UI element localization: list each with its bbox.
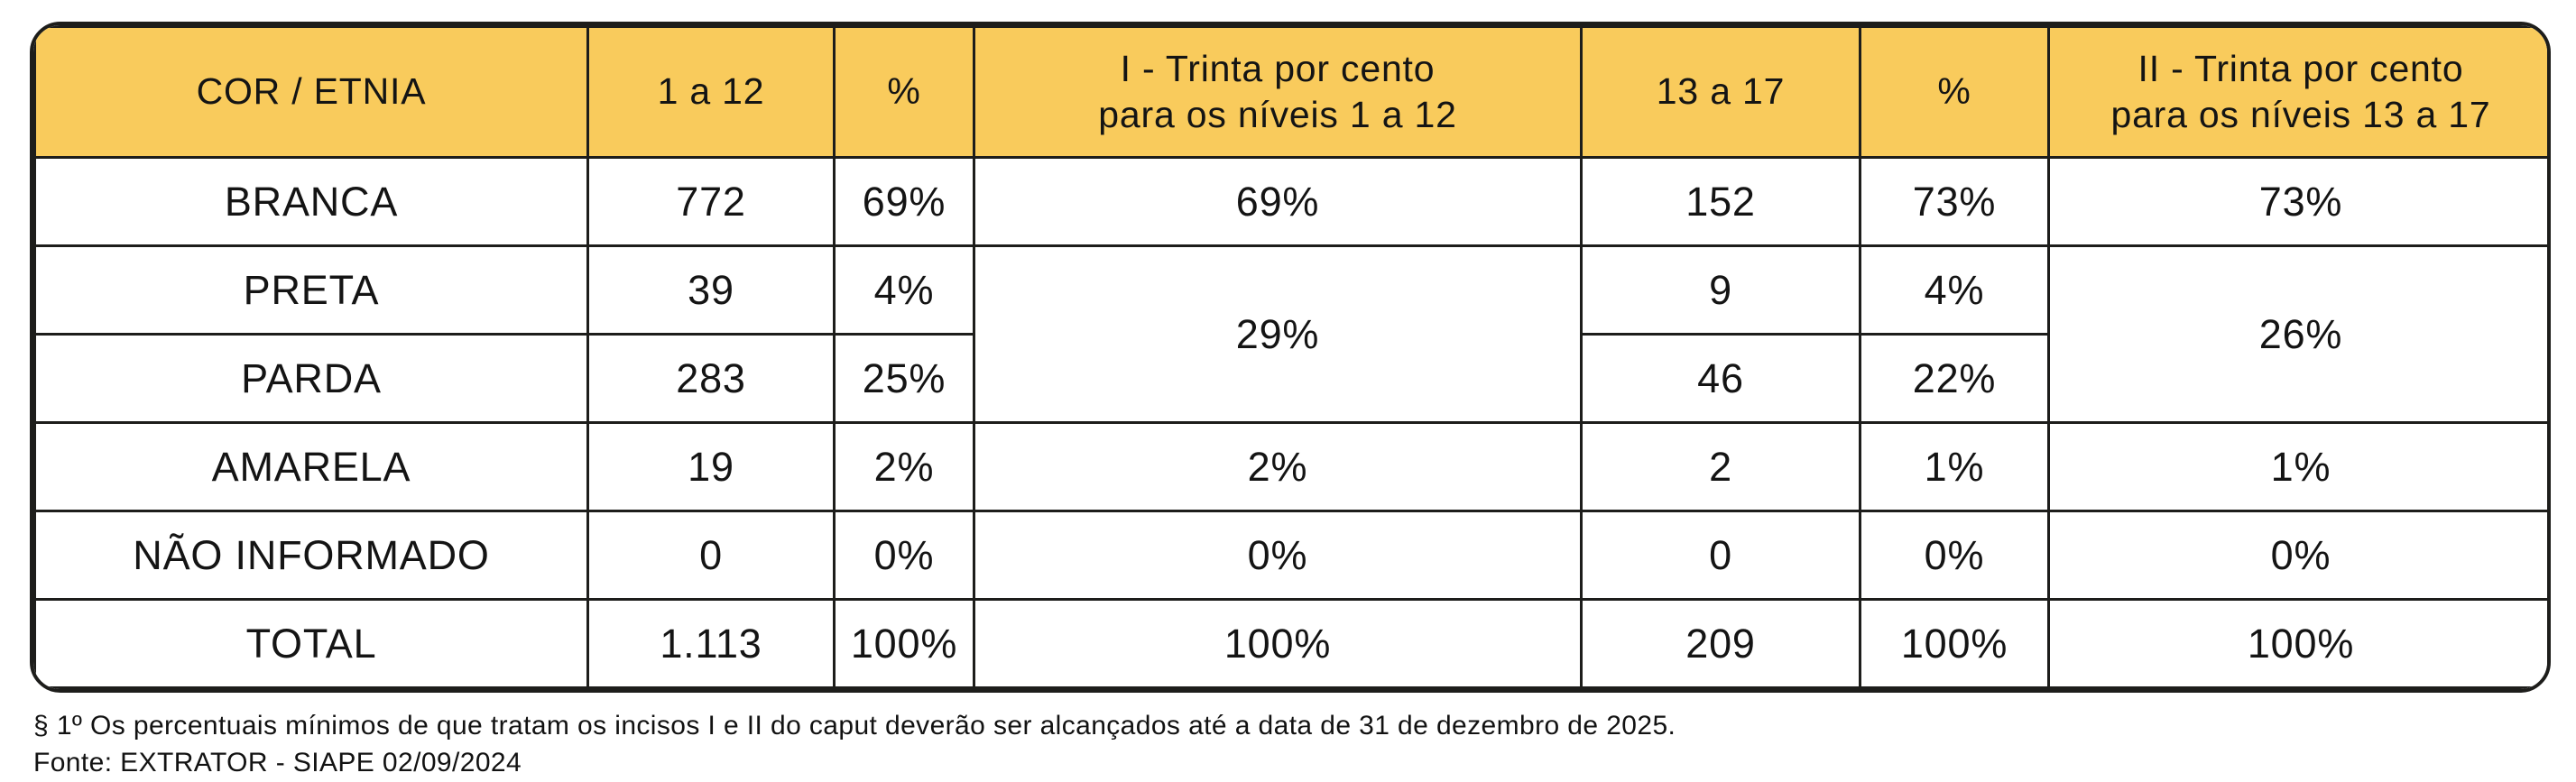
cell-value: 209 xyxy=(1580,598,1861,689)
cell-percent: 100% xyxy=(833,598,975,689)
row-preta: PRETA 39 4% 29% 9 4% 26% xyxy=(33,244,2547,424)
table-header: COR / ETNIA 1 a 12 % I - Trinta por cent… xyxy=(33,25,2547,159)
row-nao-informado: NÃO INFORMADO 0 0% 0% 0 0% 0% xyxy=(33,510,2547,601)
cell-percent: 0% xyxy=(1859,510,2050,601)
footnotes: § 1º Os percentuais mínimos de que trata… xyxy=(33,707,2551,782)
cell-inciso-1: 100% xyxy=(973,598,1583,689)
cell-inciso-2: 100% xyxy=(2047,598,2547,689)
cell-value: 1.113 xyxy=(586,598,836,689)
footnote-paragraph: § 1º Os percentuais mínimos de que trata… xyxy=(33,711,1676,741)
cell-percent: 100% xyxy=(1859,598,2050,689)
row-amarela: AMARELA 19 2% 2% 2 1% 1% xyxy=(33,421,2547,512)
cell-label: PARDA xyxy=(33,333,589,424)
header-pct-1: % xyxy=(833,25,975,159)
cor-etnia-table: COR / ETNIA 1 a 12 % I - Trinta por cent… xyxy=(33,25,2548,689)
header-1a12: 1 a 12 xyxy=(586,25,836,159)
cell-value: 152 xyxy=(1580,156,1861,247)
cell-inciso-2-merged: 26% xyxy=(2047,244,2547,424)
cor-etnia-table-frame: COR / ETNIA 1 a 12 % I - Trinta por cent… xyxy=(30,22,2551,693)
header-13a17: 13 a 17 xyxy=(1580,25,1861,159)
cell-inciso-1: 2% xyxy=(973,421,1583,512)
cell-percent: 4% xyxy=(833,244,975,336)
cell-percent: 2% xyxy=(833,421,975,512)
cell-percent: 25% xyxy=(833,333,975,424)
cell-label: AMARELA xyxy=(33,421,589,512)
cell-percent: 0% xyxy=(833,510,975,601)
header-inciso-1: I - Trinta por cento para os níveis 1 a … xyxy=(973,25,1583,159)
cell-value: 2 xyxy=(1580,421,1861,512)
cell-value: 39 xyxy=(586,244,836,336)
footnote-fonte: Fonte: EXTRATOR - SIAPE 02/09/2024 xyxy=(33,748,522,778)
header-inciso-2: II - Trinta por cento para os níveis 13 … xyxy=(2047,25,2547,159)
cell-inciso-1-merged: 29% xyxy=(973,244,1583,424)
cell-inciso-2: 0% xyxy=(2047,510,2547,601)
cell-inciso-1: 69% xyxy=(973,156,1583,247)
header-row: COR / ETNIA 1 a 12 % I - Trinta por cent… xyxy=(33,25,2547,159)
cell-value: 0 xyxy=(586,510,836,601)
cell-percent: 73% xyxy=(1859,156,2050,247)
cell-value: 9 xyxy=(1580,244,1861,336)
row-branca: BRANCA 772 69% 69% 152 73% 73% xyxy=(33,156,2547,247)
cell-label: BRANCA xyxy=(33,156,589,247)
cell-value: 46 xyxy=(1580,333,1861,424)
cell-label: NÃO INFORMADO xyxy=(33,510,589,601)
cell-label: PRETA xyxy=(33,244,589,336)
row-total: TOTAL 1.113 100% 100% 209 100% 100% xyxy=(33,598,2547,689)
cell-value: 772 xyxy=(586,156,836,247)
cell-inciso-1: 0% xyxy=(973,510,1583,601)
cell-percent: 4% xyxy=(1859,244,2050,336)
cell-inciso-2: 1% xyxy=(2047,421,2547,512)
cell-value: 0 xyxy=(1580,510,1861,601)
table-body: BRANCA 772 69% 69% 152 73% 73% PRETA 39 … xyxy=(33,156,2548,689)
row-parda: PARDA 283 25% 46 22% xyxy=(33,333,2548,424)
cell-inciso-2: 73% xyxy=(2047,156,2547,247)
cell-value: 283 xyxy=(586,333,836,424)
cell-value: 19 xyxy=(586,421,836,512)
header-pct-2: % xyxy=(1859,25,2050,159)
cell-percent: 1% xyxy=(1859,421,2050,512)
header-cor-etnia: COR / ETNIA xyxy=(33,25,589,159)
cell-percent: 69% xyxy=(833,156,975,247)
cell-label: TOTAL xyxy=(33,598,589,689)
cell-percent: 22% xyxy=(1859,333,2050,424)
